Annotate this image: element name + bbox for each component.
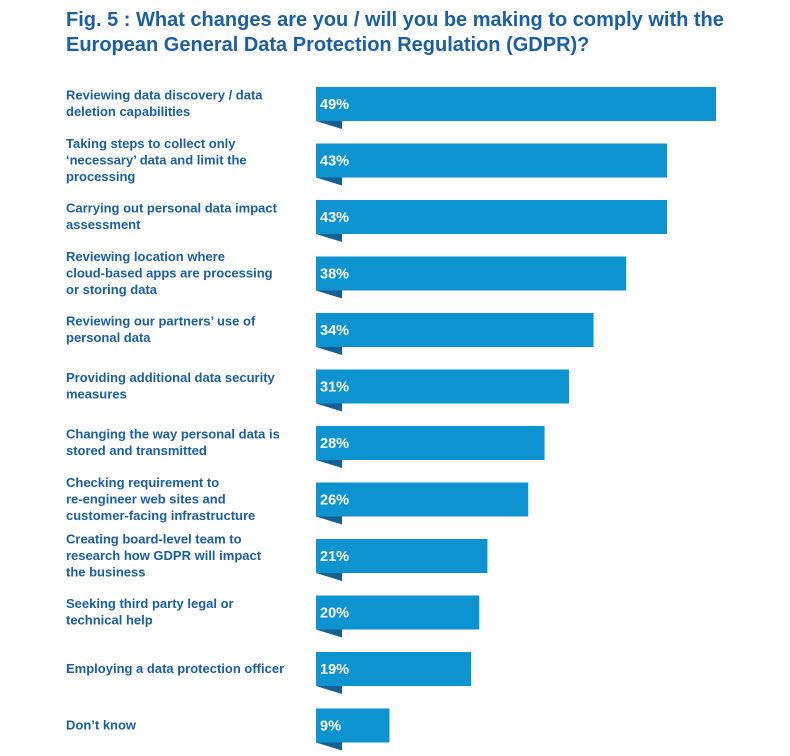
category-label-line: Changing the way personal data is [66,427,280,442]
bar-value-label: 34% [320,323,349,339]
category-label-line: personal data [66,330,151,345]
bar-group: 20% Seeking third party legal or technical… [66,595,480,638]
category-label-line: Creating board-level team to [66,531,242,546]
category-label: Taking steps to collect only ‘necessary’ … [66,136,247,184]
bar-value-label: 49% [320,97,349,113]
bar-value-label: 31% [320,380,349,396]
bar-group: 43% Taking steps to collect only ‘necessar… [66,136,668,186]
category-label-line: customer-facing infrastructure [66,508,255,523]
bar-value-label: 38% [320,267,349,283]
bar-group: 9% Don’t know [66,708,390,751]
category-label-line: stored and transmitted [66,443,207,458]
bar [316,87,716,121]
bar-tab [316,177,342,186]
bar-value-label: 9% [320,719,341,735]
bar-group: 19% Employing a data protection officer [66,652,472,694]
category-label-line: ‘necessary’ data and limit the [66,152,247,167]
category-label-line: assessment [66,217,141,232]
category-label-line: measures [66,387,127,402]
bar [316,426,545,460]
bar-tab [316,516,342,525]
bar-group: 49% Reviewing data discovery / data deleti… [66,87,716,129]
category-label: Reviewing location where cloud-based apps… [66,249,273,297]
category-label-line: technical help [66,613,153,628]
bar-tab [316,460,342,468]
bar-value-label: 43% [320,154,349,170]
bar-tab [316,629,342,638]
bar-tab [316,347,342,355]
bar [316,539,488,573]
bar [316,313,594,347]
category-label-line: Don’t know [66,717,137,732]
bar-group: 43% Carrying out personal data impact asse… [66,200,668,242]
bar [316,708,390,743]
bar-tab [316,403,342,412]
bar-tab [316,290,342,299]
category-label-line: or storing data [66,282,158,297]
bar-value-label: 43% [320,210,349,226]
category-label: Don’t know [66,717,137,732]
category-label-line: re-engineer web sites and [66,491,226,506]
bar [316,482,529,517]
bar-value-label: 19% [320,662,349,678]
bar-group: 21% Creating board-level team to research … [66,531,488,581]
category-label-line: the business [66,564,145,579]
bar-value-label: 20% [320,606,349,622]
category-label-line: Providing additional data security [66,370,276,385]
category-label-line: research how GDPR will impact [66,548,262,563]
category-label-line: Reviewing location where [66,249,225,264]
bar [316,143,668,178]
category-label: Checking requirement to re-engineer web s… [66,475,255,523]
category-label: Employing a data protection officer [66,661,284,676]
category-label: Seeking third party legal or technical he… [66,596,234,628]
category-label-line: Reviewing data discovery / data [66,88,263,103]
category-label: Carrying out personal data impact assessm… [66,201,278,233]
chart-title-line-2: European General Data Protection Regulat… [66,34,590,56]
category-label: Changing the way personal data is stored … [66,427,280,459]
category-label-line: cloud-based apps are processing [66,265,273,280]
bar-tab [316,121,342,129]
category-label-line: Seeking third party legal or [66,596,234,611]
bar-tab [316,686,342,694]
bar-group: 26% Checking requirement to re-engineer we… [66,475,529,525]
bar [316,652,472,686]
bar [316,369,570,404]
bar-group: 38% Reviewing location where cloud-based a… [66,249,627,299]
category-label-line: Checking requirement to [66,475,219,490]
bar-value-label: 21% [320,549,349,565]
chart-title: Fig. 5 : What changes are you / will you… [66,8,766,58]
bar [316,256,627,291]
category-label: Creating board-level team to research how… [66,531,262,579]
bar-group: 31% Providing additional data security mea… [66,369,570,412]
category-label-line: processing [66,169,135,184]
category-label: Reviewing our partners’ use of personal d… [66,314,256,346]
category-label: Reviewing data discovery / data deletion … [66,88,263,120]
bar [316,595,480,630]
chart-title-line-1: Fig. 5 : What changes are you / will you… [66,9,724,31]
category-label-line: Reviewing our partners’ use of [66,314,256,329]
bar [316,200,668,234]
bar-value-label: 28% [320,436,349,452]
bar-group: 34% Reviewing our partners’ use of persona… [66,313,594,355]
bar-group: 28% Changing the way personal data is stor… [66,426,545,468]
category-label-line: Employing a data protection officer [66,661,284,676]
category-label-line: Taking steps to collect only [66,136,236,151]
bar-tab [316,234,342,242]
bar-tab [316,742,342,751]
category-label-line: Carrying out personal data impact [66,201,278,216]
category-label: Providing additional data security measur… [66,370,276,402]
bar-value-label: 26% [320,493,349,509]
bar-tab [316,573,342,581]
category-label-line: deletion capabilities [66,104,190,119]
